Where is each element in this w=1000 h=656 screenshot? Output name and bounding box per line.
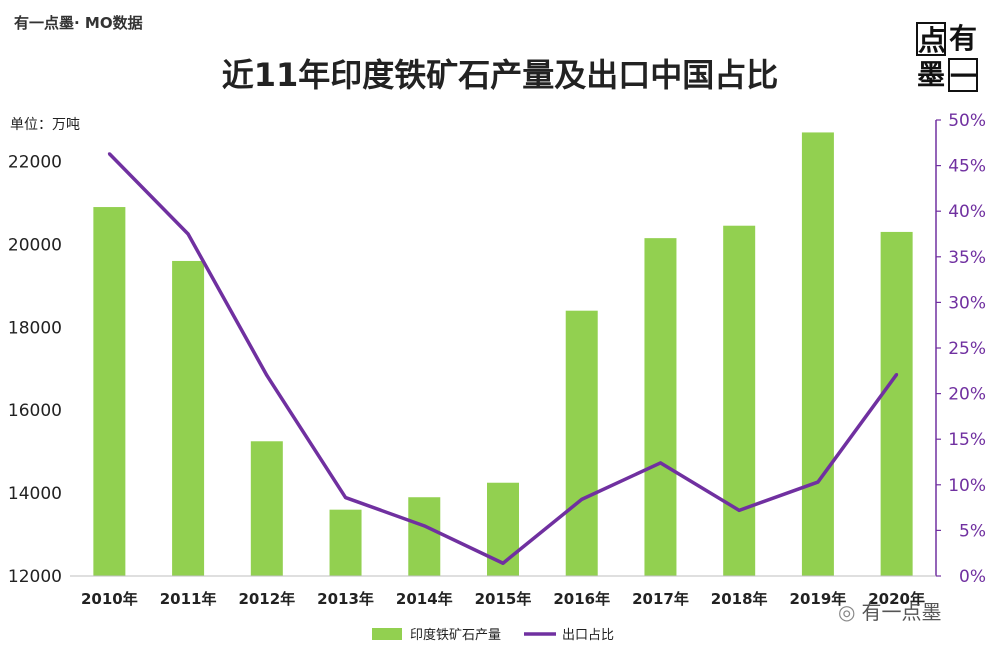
line-point xyxy=(344,496,348,500)
line-point xyxy=(107,152,111,156)
y-left-tick-label: 12000 xyxy=(8,567,62,587)
line-point xyxy=(501,561,505,565)
line-point xyxy=(895,372,899,376)
x-tick-label: 2011年 xyxy=(160,590,217,608)
legend-label: 出口占比 xyxy=(562,628,614,643)
x-tick-label: 2013年 xyxy=(317,590,374,608)
x-tick-label: 2018年 xyxy=(711,590,768,608)
bar xyxy=(644,238,677,577)
y-right-tick-label: 45% xyxy=(948,157,986,177)
y-left-tick-label: 22000 xyxy=(8,152,62,172)
y-right-tick-label: 10% xyxy=(948,476,986,496)
y-left-tick-label: 20000 xyxy=(8,235,62,255)
source-label: 有一点墨· MO数据 xyxy=(14,14,143,32)
x-tick-label: 2020年 xyxy=(868,590,925,608)
x-tick-label: 2010年 xyxy=(81,590,138,608)
line-point xyxy=(186,232,190,236)
brand-logo: 点 有 墨 一 xyxy=(916,22,980,94)
y-right-tick-label: 50% xyxy=(948,111,986,131)
y-right-tick-label: 30% xyxy=(948,293,986,313)
y-right-tick-label: 35% xyxy=(948,248,986,268)
line-point xyxy=(422,524,426,528)
y-left-tick-label: 16000 xyxy=(8,401,62,421)
logo-char: 有 xyxy=(948,22,977,55)
wechat-icon: ◎ xyxy=(838,600,856,624)
bar xyxy=(487,482,519,576)
logo-char: 一 xyxy=(948,58,979,93)
x-tick-label: 2016年 xyxy=(553,590,610,608)
chart-title: 近11年印度铁矿石产量及出口中国占比 xyxy=(221,56,779,94)
line-point xyxy=(816,480,820,484)
y-right-tick-label: 0% xyxy=(959,567,986,587)
legend-label: 印度铁矿石产量 xyxy=(410,627,501,643)
x-tick-label: 2019年 xyxy=(790,590,847,608)
bar xyxy=(801,132,834,576)
line-point xyxy=(265,373,269,377)
bar xyxy=(565,310,598,576)
unit-label: 单位：万吨 xyxy=(10,117,80,133)
watermark-text: 有一点墨 xyxy=(861,600,942,624)
y-right-tick-label: 15% xyxy=(948,430,986,450)
bar xyxy=(408,497,441,576)
y-right-tick-label: 40% xyxy=(948,202,986,222)
x-tick-label: 2012年 xyxy=(238,590,295,608)
bar xyxy=(880,231,913,576)
y-right-tick-label: 5% xyxy=(959,521,986,541)
legend-swatch-bar xyxy=(372,628,402,640)
bar xyxy=(723,225,756,576)
x-tick-label: 2017年 xyxy=(632,590,689,608)
x-tick-label: 2014年 xyxy=(396,590,453,608)
x-tick-label: 2015年 xyxy=(475,590,532,608)
logo-char: 点 xyxy=(916,22,947,57)
watermark: ◎ 有一点墨 xyxy=(838,596,941,625)
line-point xyxy=(658,461,662,465)
bar xyxy=(93,207,126,576)
bar xyxy=(329,509,362,576)
bar xyxy=(172,260,205,576)
y-right-tick-label: 20% xyxy=(948,385,986,405)
y-left-tick-label: 18000 xyxy=(8,318,62,338)
y-left-tick-label: 14000 xyxy=(8,484,62,504)
bar xyxy=(250,441,283,576)
line-point xyxy=(737,508,741,512)
logo-char: 墨 xyxy=(916,58,945,91)
y-right-tick-label: 25% xyxy=(948,339,986,359)
line-point xyxy=(580,497,584,501)
